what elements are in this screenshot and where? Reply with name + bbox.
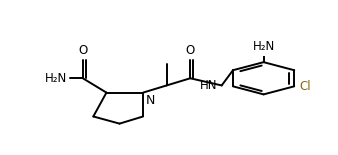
Text: O: O (186, 44, 195, 57)
Text: H₂N: H₂N (252, 40, 275, 53)
Text: O: O (78, 44, 88, 57)
Text: HN: HN (200, 79, 217, 92)
Text: Cl: Cl (299, 80, 311, 93)
Text: N: N (146, 94, 155, 107)
Text: H₂N: H₂N (45, 72, 67, 85)
